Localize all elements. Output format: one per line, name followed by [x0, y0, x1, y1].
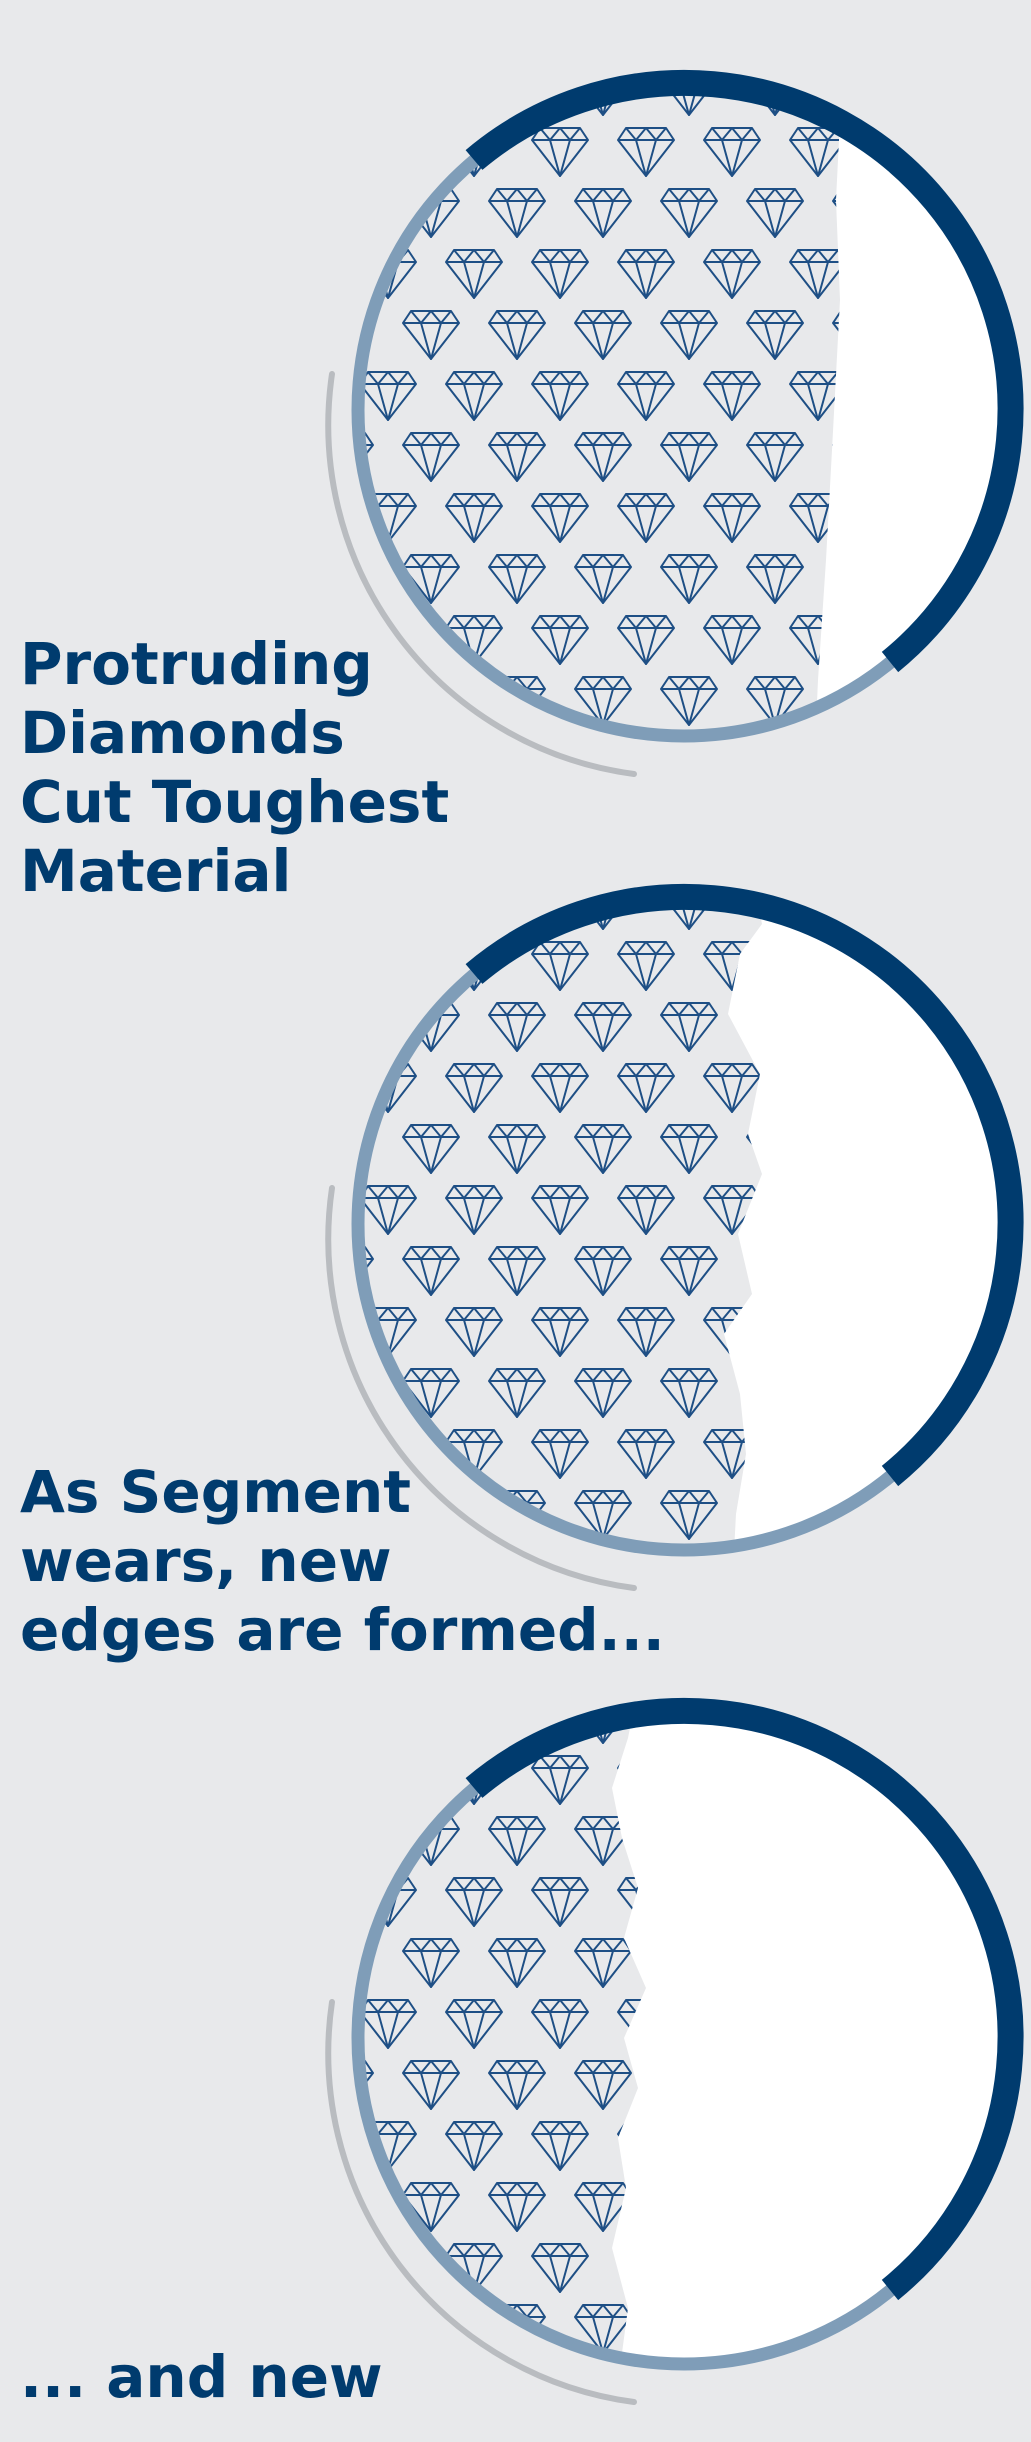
diamond-icon	[358, 84, 842, 736]
stage-caption: ... and new	[20, 2343, 383, 2411]
wear-shadow-arc	[325, 1185, 637, 1591]
cutting-edge-arc	[465, 883, 1024, 1487]
wear-shadow-arc	[325, 371, 637, 777]
stage-panel-2: As Segment wears, new edges are formed..…	[0, 814, 1031, 1664]
wear-shadow-arc	[325, 1999, 637, 2405]
segment-illustration-3	[325, 1697, 1024, 2405]
diamond-field	[358, 898, 762, 1550]
diamond-icon	[358, 1712, 646, 2364]
cutting-edge-arc	[465, 1697, 1024, 2301]
stage-panel-1: Protruding Diamonds Cut Toughest Materia…	[0, 0, 1031, 905]
stage-caption: As Segment wears, new edges are formed..…	[20, 1458, 665, 1664]
segment-illustration-2	[325, 883, 1024, 1591]
stage-caption: Protruding Diamonds Cut Toughest Materia…	[20, 630, 450, 905]
stage-panel-3: ... and new	[0, 1628, 1031, 2442]
segment-illustration-1	[325, 69, 1024, 777]
diamond-field	[358, 1712, 646, 2364]
diamond-icon	[358, 898, 762, 1550]
diamond-field	[358, 84, 842, 736]
cutting-edge-arc	[465, 69, 1024, 673]
